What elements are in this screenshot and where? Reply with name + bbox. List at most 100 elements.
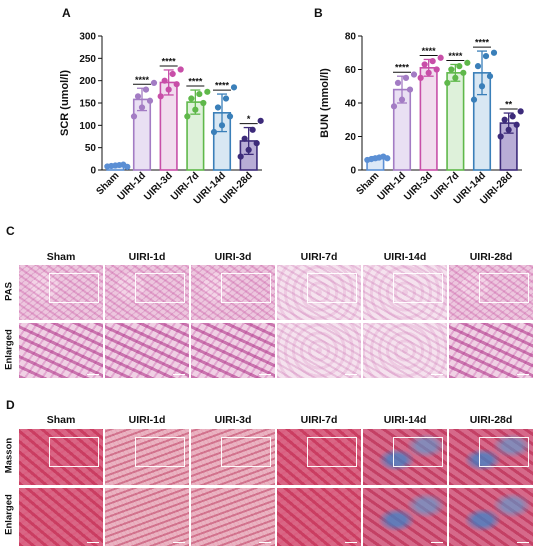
data-point	[177, 66, 184, 73]
significance-label: ****	[188, 77, 203, 87]
data-point	[429, 58, 436, 65]
data-point	[214, 104, 222, 111]
y-tick-label: 250	[79, 54, 96, 65]
masson-enlarged-uiri-28d	[449, 488, 533, 546]
pas-enlarged-uiri-7d	[277, 323, 361, 378]
y-tick-label: 50	[85, 143, 97, 154]
data-point	[150, 79, 158, 87]
pas-image-uiri-28d	[449, 265, 533, 320]
significance-label: ****	[475, 38, 490, 48]
pas-enlarged-uiri-3d	[191, 323, 275, 378]
data-point	[130, 113, 138, 120]
d-col-header: UIRI-1d	[128, 414, 166, 426]
c-row-label-pas: PAS	[3, 282, 15, 301]
scale-bar	[87, 542, 99, 543]
x-tick-label: UIRI-3d	[142, 170, 175, 203]
data-point	[474, 63, 482, 70]
zoom-box	[307, 273, 357, 303]
significance-label: **	[505, 100, 513, 110]
scale-bar	[345, 542, 357, 543]
masson-enlarged-uiri-1d	[105, 488, 189, 546]
data-point	[165, 86, 172, 93]
masson-enlarged-uiri-7d	[277, 488, 361, 546]
d-col-header: UIRI-3d	[214, 414, 252, 426]
scale-bar	[87, 374, 99, 375]
masson-enlarged-uiri-14d	[363, 488, 447, 546]
c-col-header: UIRI-28d	[469, 251, 513, 263]
c-col-header: UIRI-14d	[383, 251, 427, 263]
data-point	[497, 133, 504, 140]
data-point	[456, 63, 463, 70]
data-point	[417, 74, 424, 81]
zoom-box	[479, 437, 529, 467]
data-point	[517, 108, 524, 115]
data-point	[192, 106, 199, 113]
data-point	[478, 83, 486, 90]
zoom-box	[49, 437, 99, 467]
zoom-box	[221, 437, 271, 467]
data-point	[241, 135, 248, 142]
c-row-label-enlarged: Enlarged	[3, 329, 15, 370]
data-point	[437, 54, 444, 61]
data-point	[249, 126, 256, 133]
data-point	[253, 140, 260, 147]
x-tick-label: UIRI-1d	[376, 170, 409, 203]
data-point	[433, 66, 440, 73]
zoom-box	[221, 273, 271, 303]
zoom-box	[135, 437, 185, 467]
significance-label: ****	[395, 63, 410, 73]
data-point	[108, 162, 115, 170]
x-tick-label: UIRI-3d	[402, 170, 435, 203]
data-point	[218, 122, 226, 129]
zoom-box	[307, 437, 357, 467]
y-tick-label: 300	[79, 32, 96, 43]
data-point	[394, 79, 402, 87]
panel-letter-a: A	[62, 6, 71, 20]
y-tick-label: 40	[345, 99, 357, 110]
data-point	[138, 104, 146, 111]
data-point	[116, 161, 123, 169]
y-tick-label: 80	[345, 32, 357, 43]
data-point	[230, 84, 238, 91]
pas-enlarged-uiri-28d	[449, 323, 533, 378]
significance-label: *	[247, 114, 251, 124]
data-point	[161, 77, 168, 84]
masson-image-uiri-14d	[363, 429, 447, 485]
y-tick-label: 0	[350, 166, 356, 177]
data-point	[142, 86, 150, 93]
pas-enlarged-uiri-1d	[105, 323, 189, 378]
panel-letter-c: C	[6, 224, 15, 238]
data-point	[464, 59, 471, 66]
data-point	[486, 73, 494, 80]
c-col-header: UIRI-1d	[128, 251, 166, 263]
masson-image-uiri-1d	[105, 429, 189, 485]
data-point	[490, 49, 498, 56]
bar	[446, 72, 465, 171]
data-point	[460, 69, 467, 76]
data-point	[237, 153, 244, 160]
data-point	[257, 117, 264, 124]
d-col-header: UIRI-7d	[300, 414, 338, 426]
zoom-box	[479, 273, 529, 303]
d-col-header: UIRI-14d	[383, 414, 427, 426]
pas-enlarged-uiri-14d	[363, 323, 447, 378]
zoom-box	[135, 273, 185, 303]
panel-letter-b: B	[314, 6, 323, 20]
significance-label: ****	[162, 56, 177, 66]
data-point	[157, 93, 164, 100]
pas-enlarged-sham	[19, 323, 103, 378]
significance-label: ****	[422, 46, 437, 56]
data-point	[245, 146, 252, 153]
y-tick-label: 60	[345, 65, 357, 76]
data-point	[505, 126, 512, 133]
scale-bar	[259, 374, 271, 375]
masson-enlarged-uiri-3d	[191, 488, 275, 546]
data-point	[406, 86, 414, 93]
data-point	[200, 99, 207, 107]
data-point	[376, 154, 383, 161]
data-point	[169, 70, 176, 78]
pas-image-uiri-1d	[105, 265, 189, 320]
data-point	[184, 113, 191, 120]
scale-bar	[517, 374, 529, 375]
